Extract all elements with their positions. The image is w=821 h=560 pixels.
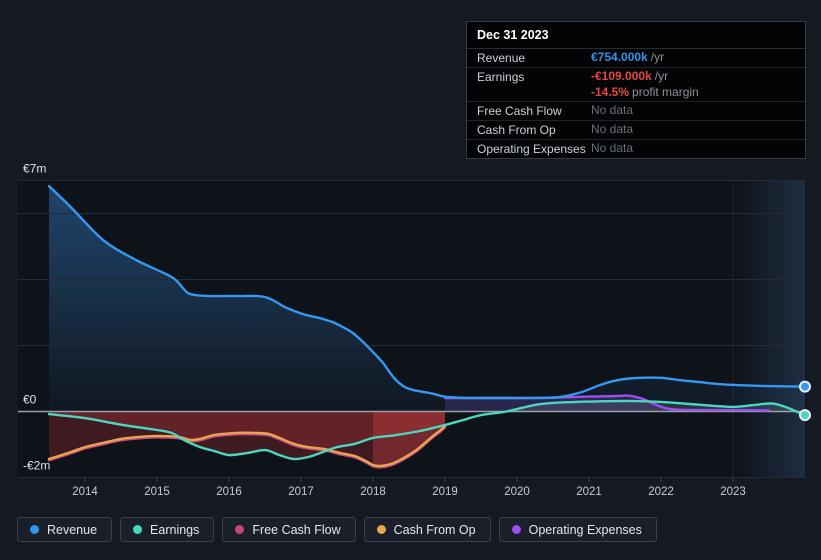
tooltip-date: Dec 31 2023 bbox=[467, 22, 805, 49]
y-axis-label: -€2m bbox=[23, 459, 50, 473]
current-period-highlight bbox=[733, 180, 805, 478]
tooltip-profit-margin-value: -14.5% bbox=[591, 85, 630, 99]
final-year-loss-highlight bbox=[373, 411, 445, 466]
tooltip-row-revenue: Revenue €754.000k/yr bbox=[467, 49, 805, 68]
tooltip-earnings-suffix: /yr bbox=[654, 69, 669, 83]
x-tick-label: 2022 bbox=[648, 486, 674, 498]
x-tick-label: 2015 bbox=[144, 486, 170, 498]
x-tick-label: 2021 bbox=[576, 486, 602, 498]
tooltip-row-free-cash-flow: Free Cash Flow No data bbox=[467, 102, 805, 121]
tooltip-opex-label: Operating Expenses bbox=[477, 142, 586, 156]
x-tick-label: 2018 bbox=[360, 486, 386, 498]
y-axis-label: €0 bbox=[23, 393, 37, 407]
revenue-area-fill bbox=[49, 186, 805, 412]
series-line-revenue[interactable] bbox=[47, 184, 807, 400]
cash-from-op-color-dot-icon bbox=[376, 525, 386, 534]
x-tick-label: 2020 bbox=[504, 486, 530, 498]
tooltip-fcf-value: No data bbox=[591, 103, 634, 117]
legend-label-earnings: Earnings bbox=[150, 522, 200, 537]
legend-item-earnings[interactable]: Earnings bbox=[120, 517, 215, 542]
legend-item-revenue[interactable]: Revenue bbox=[17, 517, 113, 542]
legend-label-operating-expenses: Operating Expenses bbox=[528, 522, 642, 537]
x-tick-label: 2017 bbox=[288, 486, 314, 498]
tooltip-row-operating-expenses: Operating Expenses No data bbox=[467, 140, 805, 158]
legend-item-free-cash-flow[interactable]: Free Cash Flow bbox=[222, 517, 356, 542]
series-line-free-cash-flow[interactable] bbox=[47, 426, 447, 469]
tooltip-profit-margin-suffix: profit margin bbox=[632, 85, 699, 99]
tooltip-opex-value: No data bbox=[591, 141, 634, 155]
x-tick-label: 2016 bbox=[216, 486, 242, 498]
series-line-cash-from-op[interactable] bbox=[47, 424, 447, 468]
legend-label-revenue: Revenue bbox=[47, 522, 98, 537]
legend-item-cash-from-op[interactable]: Cash From Op bbox=[363, 517, 491, 542]
earnings-color-dot-icon bbox=[133, 525, 143, 534]
y-axis-label: €7m bbox=[23, 162, 46, 176]
end-marker-earnings[interactable] bbox=[799, 409, 811, 422]
tooltip-fcf-label: Free Cash Flow bbox=[477, 104, 562, 118]
tooltip-revenue-value: €754.000k bbox=[591, 50, 648, 64]
legend-label-free-cash-flow: Free Cash Flow bbox=[252, 522, 341, 537]
x-tick-label: 2019 bbox=[432, 486, 458, 498]
date-tooltip: Dec 31 2023 Revenue €754.000k/yr Earning… bbox=[466, 21, 806, 159]
tooltip-cashop-label: Cash From Op bbox=[477, 123, 556, 137]
x-tick-label: 2014 bbox=[72, 486, 98, 498]
x-tick-label: 2023 bbox=[720, 486, 746, 498]
tooltip-revenue-label: Revenue bbox=[477, 51, 526, 65]
tooltip-cashop-value: No data bbox=[591, 122, 634, 136]
series-line-earnings[interactable] bbox=[47, 399, 807, 461]
earnings-positive-fill bbox=[506, 400, 797, 412]
tooltip-earnings-value: -€109.000k bbox=[591, 69, 652, 83]
tooltip-row-earnings: Earnings -€109.000k/yr -14.5% profit marg… bbox=[467, 68, 805, 102]
tooltip-revenue-suffix: /yr bbox=[650, 50, 665, 64]
revenue-color-dot-icon bbox=[30, 525, 39, 534]
legend-label-cash-from-op: Cash From Op bbox=[393, 522, 476, 537]
end-marker-revenue[interactable] bbox=[799, 380, 811, 393]
operating-expenses-color-dot-icon bbox=[511, 525, 521, 534]
free-cash-flow-color-dot-icon bbox=[235, 525, 245, 534]
legend-item-operating-expenses[interactable]: Operating Expenses bbox=[498, 517, 657, 542]
legend: Revenue Earnings Free Cash Flow Cash Fro… bbox=[17, 517, 657, 542]
cash-op-loss-fill bbox=[49, 411, 445, 466]
tooltip-earnings-label: Earnings bbox=[477, 70, 525, 84]
tooltip-row-cash-from-op: Cash From Op No data bbox=[467, 121, 805, 140]
